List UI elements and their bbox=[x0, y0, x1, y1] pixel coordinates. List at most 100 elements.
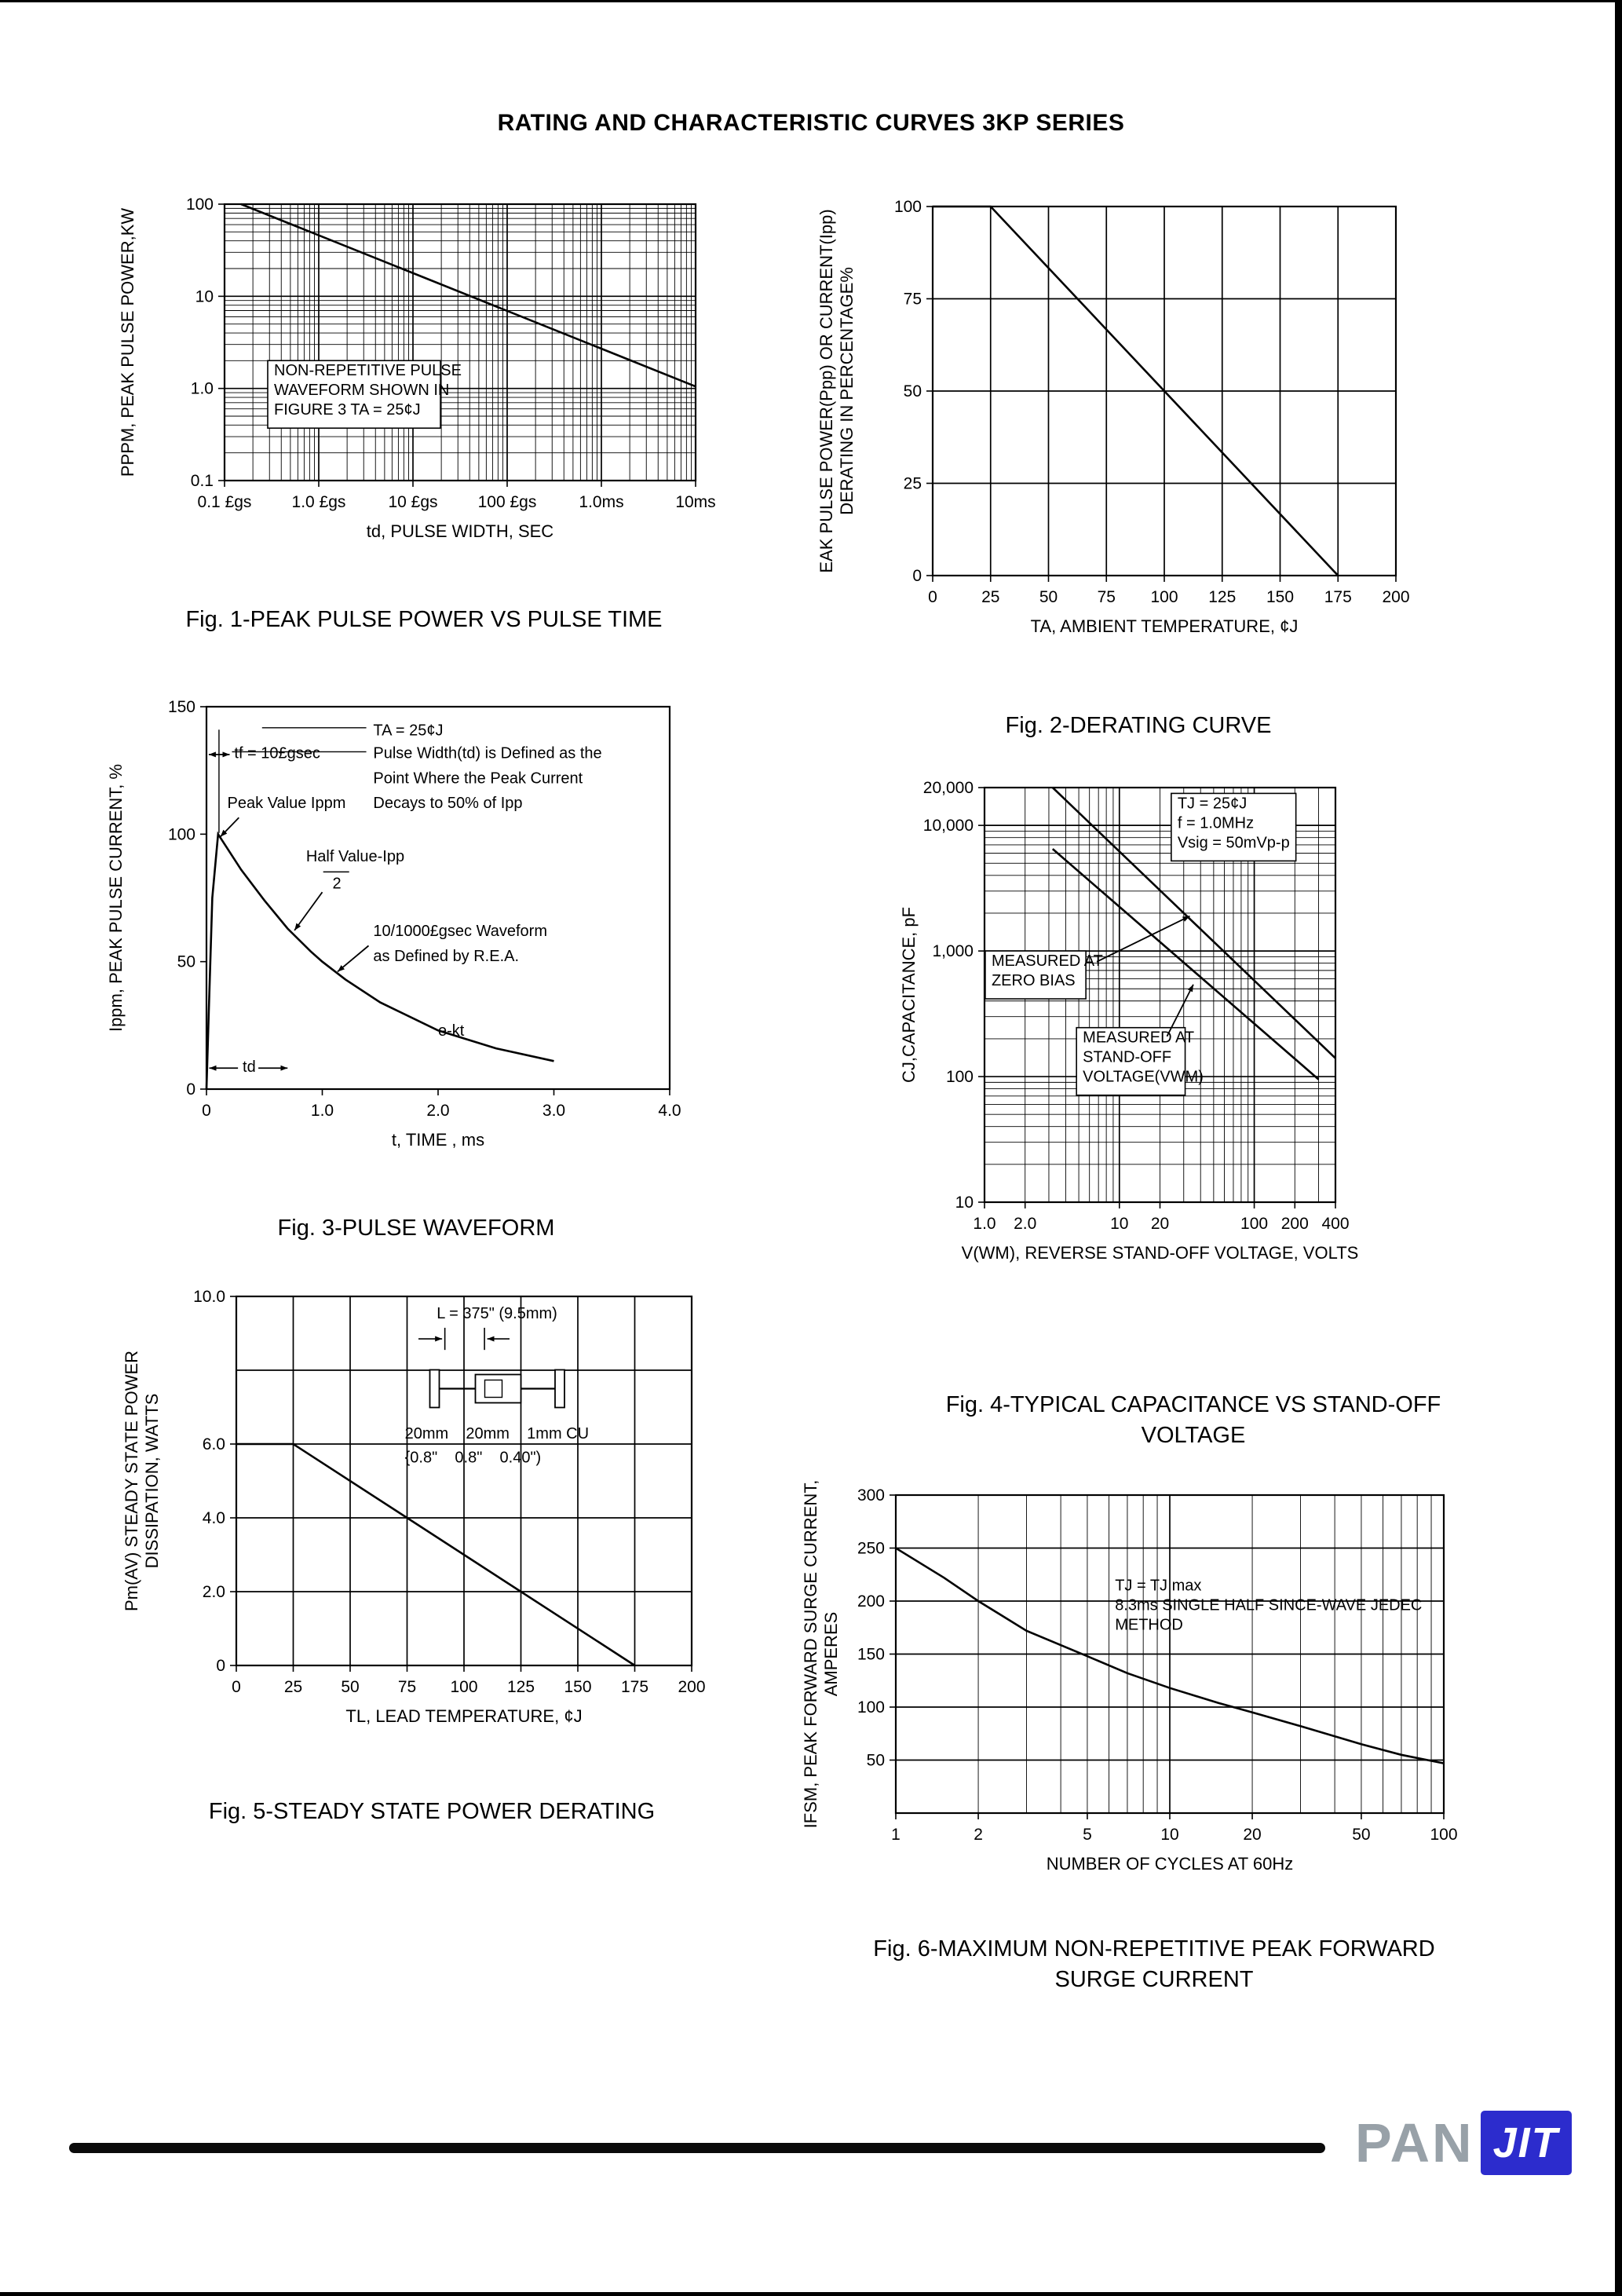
svg-text:{0.8" 0.8" 0.40"): {0.8" 0.8" 0.40") bbox=[405, 1450, 542, 1467]
svg-text:200: 200 bbox=[678, 1678, 705, 1696]
svg-text:tf = 10£gsec: tf = 10£gsec bbox=[234, 745, 320, 762]
svg-text:150: 150 bbox=[564, 1678, 591, 1696]
svg-text:75: 75 bbox=[1098, 588, 1116, 606]
svg-text:0.1 £gs: 0.1 £gs bbox=[198, 493, 252, 511]
svg-text:TA, AMBIENT TEMPERATURE, ¢J: TA, AMBIENT TEMPERATURE, ¢J bbox=[1031, 616, 1299, 636]
svg-text:td, PULSE WIDTH, SEC: td, PULSE WIDTH, SEC bbox=[367, 521, 553, 541]
svg-text:2.0: 2.0 bbox=[1014, 1215, 1036, 1233]
fig3-plot-svg: 0 1.0 2.0 3.0 4.0 0 50 100 150 TA = 25¢J tf = 10£g… bbox=[106, 698, 681, 1150]
figure-4-caption: Fig. 4-TYPICAL CAPACITANCE VS STAND-OFF … bbox=[879, 1390, 1507, 1451]
svg-text:t, TIME , ms: t, TIME , ms bbox=[392, 1130, 484, 1150]
svg-text:20mm 20mm 1mm CU: 20mm 20mm 1mm CU bbox=[405, 1425, 589, 1442]
svg-text:1.0: 1.0 bbox=[973, 1215, 995, 1233]
svg-text:1,000: 1,000 bbox=[932, 942, 974, 960]
svg-text:ZERO BIAS: ZERO BIAS bbox=[992, 972, 1076, 989]
svg-text:10 £gs: 10 £gs bbox=[388, 493, 437, 511]
svg-text:1.0ms: 1.0ms bbox=[579, 493, 623, 511]
figure-6-caption-line1: Fig. 6-MAXIMUM NON-REPETITIVE PEAK FORWA… bbox=[873, 1936, 1435, 1961]
svg-text:250: 250 bbox=[857, 1540, 885, 1558]
svg-text:0: 0 bbox=[202, 1102, 211, 1120]
svg-text:125: 125 bbox=[507, 1678, 535, 1696]
svg-text:200: 200 bbox=[1281, 1215, 1309, 1233]
svg-text:3.0: 3.0 bbox=[542, 1102, 565, 1120]
fig5-plot-svg: 0 25 50 75 100 125 150 175 200 0 2.0 4.0 6.0 10.0 L = … bbox=[122, 1288, 706, 1726]
svg-text:TA = 25¢J: TA = 25¢J bbox=[373, 722, 443, 740]
figure-5-caption-line1: Fig. 5-STEADY STATE POWER DERATING bbox=[208, 1799, 656, 1824]
svg-text:100 £gs: 100 £gs bbox=[478, 493, 537, 511]
series-surge-current bbox=[895, 1547, 1445, 1764]
figure-2-caption: Fig. 2-DERATING CURVE bbox=[801, 711, 1476, 741]
svg-text:175: 175 bbox=[621, 1678, 648, 1696]
figure-4-chart: 1.0 2.0 10 20 100 200 400 10 100 1,000 10,000 20,00… bbox=[879, 758, 1507, 1280]
svg-text:STAND-OFF: STAND-OFF bbox=[1083, 1049, 1171, 1066]
svg-text:300: 300 bbox=[857, 1486, 885, 1504]
page-border-bottom bbox=[0, 2292, 1622, 2296]
svg-text:200: 200 bbox=[857, 1592, 885, 1610]
svg-text:5: 5 bbox=[1083, 1826, 1092, 1844]
svg-text:50: 50 bbox=[177, 953, 195, 971]
svg-text:100: 100 bbox=[1430, 1826, 1457, 1844]
series-pulse-waveform bbox=[205, 831, 554, 1090]
svg-text:150: 150 bbox=[168, 698, 195, 716]
svg-text:20: 20 bbox=[1243, 1826, 1261, 1844]
series-peak-pulse-power bbox=[240, 203, 696, 388]
svg-text:2: 2 bbox=[332, 875, 341, 892]
svg-text:100: 100 bbox=[168, 825, 195, 843]
svg-text:0: 0 bbox=[232, 1678, 241, 1696]
svg-text:0: 0 bbox=[912, 567, 922, 585]
logo-text-pan: PAN bbox=[1355, 2112, 1474, 2174]
svg-text:AMPERES: AMPERES bbox=[821, 1612, 841, 1697]
svg-text:200: 200 bbox=[1382, 588, 1409, 606]
series-stand-off bbox=[1051, 848, 1320, 1080]
svg-text:150: 150 bbox=[857, 1646, 885, 1664]
svg-text:DERATING IN PERCENTAGE%: DERATING IN PERCENTAGE% bbox=[837, 267, 857, 515]
svg-text:25: 25 bbox=[904, 475, 922, 493]
fig1-plot-svg: 0.1 £gs 1.0 £gs 10 £gs 100 £gs 1.0ms 10ms 0.1 1… bbox=[118, 196, 716, 541]
svg-text:IFSM, PEAK FORWARD SURGE CURRE: IFSM, PEAK FORWARD SURGE CURRENT, bbox=[801, 1480, 820, 1829]
figure-2-caption-line1: Fig. 2-DERATING CURVE bbox=[1005, 713, 1272, 738]
footer-rule bbox=[69, 2143, 1325, 2153]
svg-text:400: 400 bbox=[1321, 1215, 1349, 1233]
svg-text:10,000: 10,000 bbox=[923, 817, 974, 835]
svg-text:10: 10 bbox=[1110, 1215, 1128, 1233]
svg-text:1.0: 1.0 bbox=[191, 380, 214, 398]
figure-1-peak-pulse-power: 0.1 £gs 1.0 £gs 10 £gs 100 £gs 1.0ms 10ms 0.1 1… bbox=[110, 177, 738, 635]
figure-3-caption: Fig. 3-PULSE WAVEFORM bbox=[94, 1213, 738, 1244]
svg-text:1: 1 bbox=[891, 1826, 901, 1844]
figure-6-peak-forward-surge-current: 1 2 5 10 20 50 100 50 100 150 200 250 300 TJ = TJ max… bbox=[793, 1461, 1515, 1995]
svg-text:0.1: 0.1 bbox=[191, 472, 214, 490]
svg-text:TJ = TJ max: TJ = TJ max bbox=[1115, 1578, 1201, 1595]
svg-text:6.0: 6.0 bbox=[203, 1435, 225, 1453]
svg-text:METHOD: METHOD bbox=[1115, 1617, 1183, 1634]
svg-text:MEASURED AT: MEASURED AT bbox=[1083, 1029, 1194, 1047]
svg-text:VOLTAGE(VWM): VOLTAGE(VWM) bbox=[1083, 1069, 1204, 1086]
page-border-top bbox=[0, 0, 1622, 2]
svg-text:10/1000£gsec Waveform: 10/1000£gsec Waveform bbox=[373, 923, 547, 940]
svg-text:0: 0 bbox=[928, 588, 937, 606]
series-derating bbox=[933, 205, 1339, 576]
svg-text:0: 0 bbox=[186, 1080, 195, 1099]
figure-1-caption-line1: Fig. 1-PEAK PULSE POWER VS PULSE TIME bbox=[185, 607, 663, 632]
fig4-plot-svg: 1.0 2.0 10 20 100 200 400 10 100 1,000 10,000 20,00… bbox=[899, 779, 1358, 1263]
svg-text:125: 125 bbox=[1208, 588, 1236, 606]
figure-3-chart: 0 1.0 2.0 3.0 4.0 0 50 100 150 TA = 25¢J tf = 10£g… bbox=[94, 679, 738, 1166]
figure-2-derating-curve: 0 25 50 75 100 125 150 175 200 0 25 50 75 100 TA, AMBI… bbox=[801, 177, 1476, 741]
svg-text:1.0 £gs: 1.0 £gs bbox=[292, 493, 346, 511]
svg-text:CJ,CAPACITANCE, pF: CJ,CAPACITANCE, pF bbox=[899, 907, 919, 1083]
svg-text:FIGURE 3 TA = 25¢J: FIGURE 3 TA = 25¢J bbox=[274, 401, 421, 419]
svg-text:L = 375" (9.5mm): L = 375" (9.5mm) bbox=[437, 1305, 557, 1322]
svg-text:Half Value-Ipp: Half Value-Ipp bbox=[306, 848, 404, 865]
logo-text-jit: JIT bbox=[1480, 2111, 1572, 2175]
figure-5-steady-state-power-derating: 0 25 50 75 100 125 150 175 200 0 2.0 4.0 6.0 10.0 L = … bbox=[110, 1268, 754, 1827]
figure-4-caption-line2: VOLTAGE bbox=[1141, 1423, 1246, 1449]
figure-1-caption: Fig. 1-PEAK PULSE POWER VS PULSE TIME bbox=[110, 605, 738, 635]
svg-text:DISSIPATION, WATTS: DISSIPATION, WATTS bbox=[142, 1394, 162, 1569]
figure-5-chart: 0 25 50 75 100 125 150 175 200 0 2.0 4.0 6.0 10.0 L = … bbox=[110, 1268, 754, 1775]
svg-text:175: 175 bbox=[1324, 588, 1352, 606]
fig2-plot-svg: 0 25 50 75 100 125 150 175 200 0 25 50 75 100 TA, AMBI… bbox=[816, 198, 1410, 636]
svg-text:td: td bbox=[243, 1058, 256, 1076]
svg-text:WAVEFORM SHOWN IN: WAVEFORM SHOWN IN bbox=[274, 382, 449, 399]
svg-text:25: 25 bbox=[284, 1678, 302, 1696]
svg-text:10: 10 bbox=[195, 287, 214, 305]
